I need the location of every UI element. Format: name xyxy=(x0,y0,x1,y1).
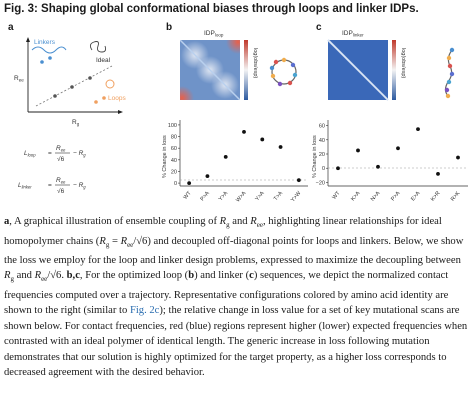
b-x-tick-label: WT xyxy=(183,190,194,201)
c-y-tick-label: 20 xyxy=(319,152,325,158)
caption-panel-c: c xyxy=(75,270,80,282)
loop-colorbar xyxy=(244,40,248,100)
c-data-point xyxy=(356,148,360,153)
b-data-point xyxy=(296,178,301,183)
loop-configuration-icon xyxy=(269,57,298,87)
c-data-point xyxy=(456,155,460,160)
b-y-tick-label: 80 xyxy=(171,135,177,141)
linker-contact-map xyxy=(327,39,389,101)
b-y-tick-label: 100 xyxy=(168,123,177,129)
panel-a-graphic: Ree Rg Linkers Ideal Loops Lloop = Ree √… xyxy=(14,37,126,195)
panel-b-graphic: IDPloop log(obs/exp) % Change in loss 0 2… xyxy=(162,30,308,204)
loop-map-title: IDPloop xyxy=(204,30,224,38)
b-data-point xyxy=(260,137,265,142)
b-x-tick-label: W>A xyxy=(235,190,248,203)
b-y-tick-label: 60 xyxy=(171,146,177,152)
c-x-tick-label: WT xyxy=(331,190,342,201)
b-data-point xyxy=(242,129,246,134)
c-data-point xyxy=(376,164,380,169)
ideal-point xyxy=(88,76,92,80)
loss-loop-equation: Lloop = Ree √6 − Rg xyxy=(24,145,86,163)
loops-point xyxy=(94,100,98,104)
linker-chain-icon xyxy=(31,46,67,54)
loop-colorbar-label: log(obs/exp) xyxy=(252,48,258,78)
y-axis-arrow-icon xyxy=(26,37,30,42)
loop-chart-ylabel: % Change in loss xyxy=(162,135,168,178)
c-data-point xyxy=(436,172,440,176)
b-x-tick-label: P>A xyxy=(200,190,212,202)
b-x-tick-label: Y>A xyxy=(218,190,230,202)
panel-a-letter: a xyxy=(8,22,14,33)
b-y-tick-label: 0 xyxy=(174,181,177,187)
figure-title: Fig. 3: Shaping global conformational bi… xyxy=(4,3,419,15)
c-x-tick-label: N>A xyxy=(370,190,382,202)
x-axis-arrow-icon xyxy=(118,110,123,114)
loops-point xyxy=(102,96,106,100)
svg-text:Lloop: Lloop xyxy=(24,150,36,158)
caption-panel-b: b xyxy=(66,270,73,282)
linker-chart-ylabel: % Change in loss xyxy=(312,135,318,178)
c-y-tick-label: −20 xyxy=(316,180,325,186)
ideal-point xyxy=(53,94,57,98)
b-data-point xyxy=(223,155,228,159)
legend-linkers-label: Linkers xyxy=(34,39,56,46)
linkers-point xyxy=(48,56,52,60)
svg-text:√6: √6 xyxy=(57,187,65,195)
b-y-tick-label: 20 xyxy=(171,169,177,175)
b-data-point xyxy=(205,174,210,179)
c-y-tick-label: 40 xyxy=(319,138,325,144)
svg-text:=: = xyxy=(48,150,52,157)
panel-a-x-label: Rg xyxy=(72,119,80,127)
b-data-point xyxy=(187,181,192,185)
legend-loops-label: Loops xyxy=(108,95,126,102)
svg-text:Ree: Ree xyxy=(56,145,66,153)
loop-contact-map xyxy=(180,40,240,100)
b-y-tick-label: 40 xyxy=(171,158,177,164)
b-x-tick-label: T>A xyxy=(273,190,284,202)
c-y-tick-label: 0 xyxy=(322,166,325,172)
c-x-tick-label: R>K xyxy=(450,190,462,202)
svg-text:√6: √6 xyxy=(57,155,65,163)
svg-text:− Rg: − Rg xyxy=(73,150,86,158)
fig-2c-link[interactable]: Fig. 2c xyxy=(129,305,160,317)
c-data-point xyxy=(396,146,400,151)
c-y-tick-label: 60 xyxy=(319,124,325,130)
c-x-tick-label: P>A xyxy=(390,190,402,202)
ideal-chain-icon xyxy=(89,41,107,53)
linkers-point xyxy=(40,60,44,64)
c-x-tick-label: E>A xyxy=(410,190,422,202)
svg-text:=: = xyxy=(48,182,52,189)
linker-colorbar xyxy=(392,40,396,100)
figure-caption: a, A graphical illustration of ensemble … xyxy=(4,216,468,378)
svg-text:− Rg: − Rg xyxy=(73,182,86,190)
c-data-point xyxy=(416,127,420,132)
linker-configuration-icon xyxy=(444,47,455,99)
ideal-point xyxy=(70,85,74,89)
c-x-tick-label: K>R xyxy=(430,190,442,202)
b-x-tick-label: Y>A xyxy=(254,190,266,202)
svg-text:Llinker: Llinker xyxy=(18,182,32,190)
c-x-tick-label: K>A xyxy=(350,190,362,202)
linker-colorbar-label: log(obs/exp) xyxy=(400,48,406,78)
panel-a-y-label: Ree xyxy=(14,75,24,83)
linker-map-title: IDPlinker xyxy=(342,30,364,38)
legend-ideal-label: Ideal xyxy=(96,57,111,64)
b-data-point xyxy=(278,145,283,149)
panel-b-letter: b xyxy=(166,22,173,33)
panel-c-letter: c xyxy=(316,22,322,33)
loop-chain-icon xyxy=(105,79,115,89)
ideal-trend-line xyxy=(35,65,113,107)
b-x-tick-label: Y>W xyxy=(290,190,303,204)
svg-text:Ree: Ree xyxy=(56,177,66,185)
c-data-point xyxy=(336,166,340,171)
caption-panel-a: a xyxy=(4,216,10,227)
loss-linker-equation: Llinker = Ree √6 − Rg xyxy=(18,177,86,195)
panel-c-graphic: IDPlinker log(obs/exp) % Change in loss … xyxy=(312,30,468,203)
